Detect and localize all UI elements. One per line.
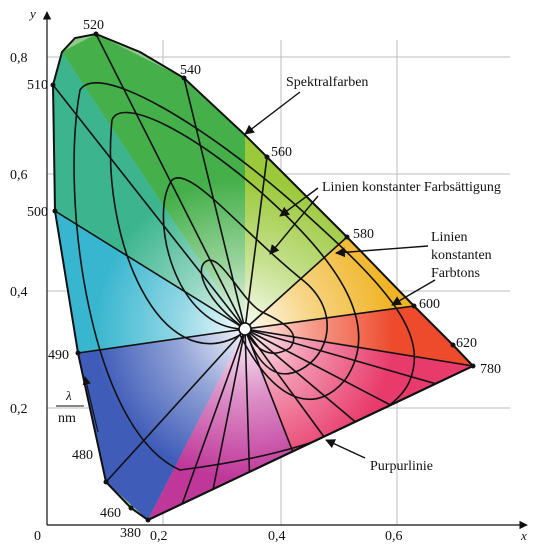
hue-arrow-1 <box>335 245 429 258</box>
wavelength-label: 560 <box>271 145 292 160</box>
origin-label: 0 <box>34 529 41 544</box>
y-tick-label: 0,6 <box>10 168 28 183</box>
purple-arrow <box>325 439 366 459</box>
wavelength-label: 510 <box>27 78 48 93</box>
x-tick-label: 0,4 <box>268 529 286 544</box>
wavelength-label: 480 <box>72 448 93 463</box>
wavelength-label: 460 <box>100 506 121 521</box>
wavelength-label: 580 <box>353 227 374 242</box>
purple-line <box>147 365 474 521</box>
saturation-arrow-2 <box>269 195 319 255</box>
hue-label-line3: Farbtons <box>431 266 480 281</box>
x-tick-label: 0,6 <box>385 529 403 544</box>
spectral-arrow <box>244 91 301 135</box>
wavelength-label: 380 <box>120 526 141 541</box>
y-tick-label: 0,4 <box>10 285 28 300</box>
x-tick-label: 0,2 <box>150 529 168 544</box>
wavelength-label: 600 <box>419 297 440 312</box>
y-axis-label: y <box>28 6 36 21</box>
y-tick-label: 0,8 <box>10 51 28 66</box>
white-point <box>238 322 252 336</box>
saturation-arrow-1 <box>279 187 319 217</box>
x-axis-label: x <box>520 528 527 543</box>
hue-label-line2: konstanten <box>431 248 492 263</box>
saturation-label: Linien konstanter Farbsättigung <box>322 180 501 195</box>
wavelength-label: 490 <box>48 348 69 363</box>
hue-arrow-2 <box>391 279 436 306</box>
locus-dots <box>50 31 476 523</box>
spectral-colors-label: Spektralfarben <box>286 75 368 90</box>
wavelength-label: 520 <box>83 18 104 33</box>
wavelength-label: 500 <box>27 205 48 220</box>
y-tick-label: 0,2 <box>10 402 28 417</box>
purple-line-label: Purpurlinie <box>370 459 433 474</box>
spectral-locus <box>51 32 475 522</box>
wavelength-label: 620 <box>456 336 477 351</box>
svg-text:nm: nm <box>58 411 76 426</box>
wavelength-label: 540 <box>180 63 201 78</box>
hue-label-line1: Linien <box>431 230 468 245</box>
svg-text:λ: λ <box>65 388 72 403</box>
axes <box>42 11 528 530</box>
wavelength-label: 780 <box>480 362 501 377</box>
wavelength-unit: λ nm <box>56 376 99 433</box>
